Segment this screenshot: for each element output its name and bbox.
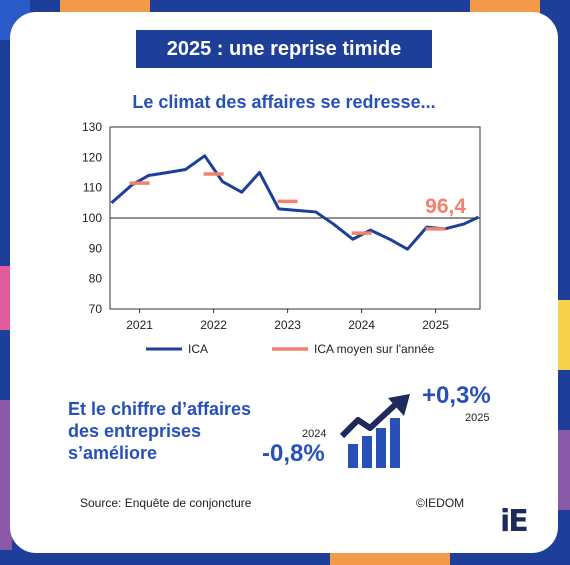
source-note: Source: Enquête de conjoncture	[80, 496, 252, 510]
decor-orange-shape	[60, 0, 150, 12]
decor-orange-shape	[330, 553, 450, 565]
y-tick-label: 120	[82, 150, 102, 164]
legend-label-annual: ICA moyen sur l'année	[314, 342, 435, 356]
iedom-logo: iE	[500, 504, 529, 539]
business-text-line: s’améliore	[68, 443, 158, 463]
kpi-current-year: 2025	[465, 412, 490, 424]
x-tick-label: 2022	[200, 318, 227, 332]
infographic-card: 2025 : une reprise timide Le climat des …	[10, 12, 558, 553]
kpi-previous-year: 2024	[302, 428, 327, 440]
y-tick-label: 80	[89, 272, 103, 286]
x-tick-label: 2023	[274, 318, 301, 332]
y-tick-label: 100	[82, 211, 102, 225]
decor-yellow-shape	[558, 300, 570, 370]
decor-orange-shape	[470, 0, 540, 14]
kpi-previous-value: -0,8%	[262, 440, 325, 467]
y-tick-label: 130	[82, 120, 102, 134]
business-text-line: Et le chiffre d’affaires	[68, 399, 252, 419]
x-tick-label: 2024	[348, 318, 375, 332]
x-tick-label: 2025	[422, 318, 449, 332]
ica-line-chart: 70 80 90 100 110 120 130 2021 2022 2023 2024 2025 96…	[82, 120, 481, 356]
y-tick-label: 70	[89, 302, 103, 316]
x-tick-label: 2021	[126, 318, 153, 332]
rising-bar-chart-arrow-icon	[340, 394, 410, 468]
credit-note: ©IEDOM	[416, 496, 465, 510]
business-text: Et le chiffre d’affaires des entreprises…	[68, 398, 298, 464]
kpi-current-value: +0,3%	[422, 382, 491, 409]
y-tick-label: 90	[89, 241, 103, 255]
legend-label-ica: ICA	[188, 342, 208, 356]
y-tick-label: 110	[83, 181, 102, 195]
banner-title: 2025 : une reprise timide	[136, 30, 432, 68]
chart-title: Le climat des affaires se redresse...	[132, 92, 436, 112]
annotation-label: 96,4	[425, 195, 466, 218]
business-text-line: des entreprises	[68, 421, 202, 441]
decor-purple-shape	[558, 430, 570, 510]
decor-pink-shape	[0, 266, 12, 330]
decor-purple-shape	[0, 400, 12, 550]
ica-series-line	[110, 154, 480, 251]
